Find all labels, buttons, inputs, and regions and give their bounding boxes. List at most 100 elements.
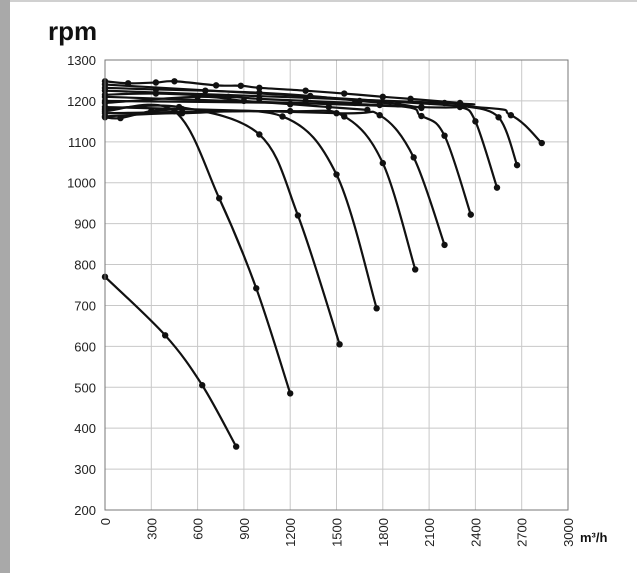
- data-point: [194, 93, 201, 101]
- data-point: [467, 211, 474, 218]
- x-tick-label: 300: [144, 518, 159, 540]
- data-point: [410, 154, 417, 161]
- data-point: [441, 241, 448, 249]
- data-point: [302, 87, 309, 94]
- data-point: [237, 82, 245, 89]
- y-tick-label: 600: [74, 339, 96, 354]
- data-point: [287, 107, 294, 115]
- data-point: [495, 114, 502, 121]
- data-point: [152, 79, 160, 86]
- series-line: [104, 104, 341, 345]
- y-tick-label: 500: [74, 380, 96, 395]
- series-lines: [104, 80, 543, 448]
- data-point: [441, 99, 448, 107]
- x-tick-label: 2400: [468, 518, 483, 547]
- data-point: [178, 105, 186, 113]
- data-point: [148, 107, 155, 115]
- data-point: [117, 114, 124, 122]
- data-point: [302, 97, 309, 105]
- series-points: [101, 78, 545, 450]
- data-point: [294, 212, 302, 219]
- data-point: [376, 112, 383, 119]
- x-tick-label: 1500: [330, 518, 345, 547]
- y-tick-label: 1200: [67, 94, 96, 109]
- y-tick-label: 1100: [68, 135, 96, 150]
- data-point: [379, 159, 386, 167]
- y-tick-label: 200: [74, 503, 96, 518]
- data-point: [333, 171, 340, 178]
- data-point: [212, 82, 220, 89]
- data-point: [341, 90, 348, 97]
- data-point: [507, 112, 515, 119]
- data-point: [376, 101, 383, 109]
- data-point: [456, 99, 464, 107]
- data-point: [161, 332, 169, 339]
- data-point: [472, 118, 479, 125]
- series-line: [104, 107, 183, 120]
- y-tick-labels: 200 300 400 500 600 700 800 900 1000 1100 1200 1300: [67, 53, 96, 518]
- data-point: [395, 100, 402, 108]
- data-point: [418, 112, 425, 120]
- data-point: [225, 93, 232, 101]
- data-point: [351, 99, 359, 107]
- y-tick-label: 800: [74, 258, 96, 273]
- data-point: [202, 87, 209, 94]
- x-tick-label: 2100: [422, 518, 437, 547]
- data-point: [373, 305, 380, 312]
- data-point: [171, 78, 178, 85]
- data-point: [199, 382, 206, 389]
- data-point: [307, 92, 314, 100]
- data-point: [407, 95, 414, 103]
- y-tick-label: 400: [74, 421, 96, 436]
- x-tick-labels: 0 300 600 900 1200 1500 1800 2100 2400 2700 3000: [98, 518, 576, 547]
- x-tick-label: 1800: [376, 518, 391, 547]
- data-point: [279, 113, 286, 120]
- series-line: [104, 109, 378, 309]
- data-point: [232, 443, 240, 450]
- data-point: [287, 390, 294, 397]
- y-tick-label: 1000: [67, 176, 96, 191]
- data-point: [240, 97, 248, 105]
- data-point: [256, 95, 263, 103]
- data-point: [538, 139, 545, 147]
- y-axis-title: rpm: [48, 16, 97, 46]
- data-point: [256, 131, 263, 138]
- data-point: [256, 84, 263, 92]
- data-point: [253, 285, 260, 292]
- data-point: [171, 107, 178, 115]
- y-tick-label: 700: [74, 298, 96, 313]
- data-point: [493, 184, 501, 191]
- data-point: [441, 132, 448, 139]
- x-axis-title: m³/h: [580, 530, 608, 545]
- x-tick-label: 3000: [561, 518, 576, 547]
- x-tick-label: 600: [191, 518, 206, 540]
- y-tick-label: 300: [74, 462, 96, 477]
- grid: [104, 59, 569, 511]
- data-point: [287, 100, 294, 108]
- left-edge-bar: [0, 0, 10, 573]
- top-edge-line: [10, 0, 637, 2]
- series-line: [104, 276, 238, 448]
- plot-frame: [104, 59, 569, 511]
- data-point: [336, 341, 343, 348]
- x-tick-label: 1200: [283, 518, 298, 547]
- data-point: [412, 266, 419, 273]
- data-point: [124, 80, 132, 87]
- x-tick-label: 0: [98, 518, 113, 525]
- data-point: [216, 195, 223, 202]
- x-tick-label: 2700: [515, 518, 530, 547]
- data-point: [256, 89, 263, 96]
- data-point: [333, 109, 340, 117]
- data-point: [364, 106, 371, 114]
- data-point: [152, 90, 160, 97]
- series-line: [104, 99, 472, 215]
- data-point: [418, 104, 425, 112]
- x-tick-label: 900: [237, 518, 252, 540]
- y-tick-label: 1300: [67, 53, 96, 68]
- data-point: [325, 103, 332, 111]
- series-line: [104, 105, 446, 246]
- data-point: [341, 113, 348, 120]
- y-tick-label: 900: [74, 217, 96, 232]
- data-point: [379, 93, 386, 101]
